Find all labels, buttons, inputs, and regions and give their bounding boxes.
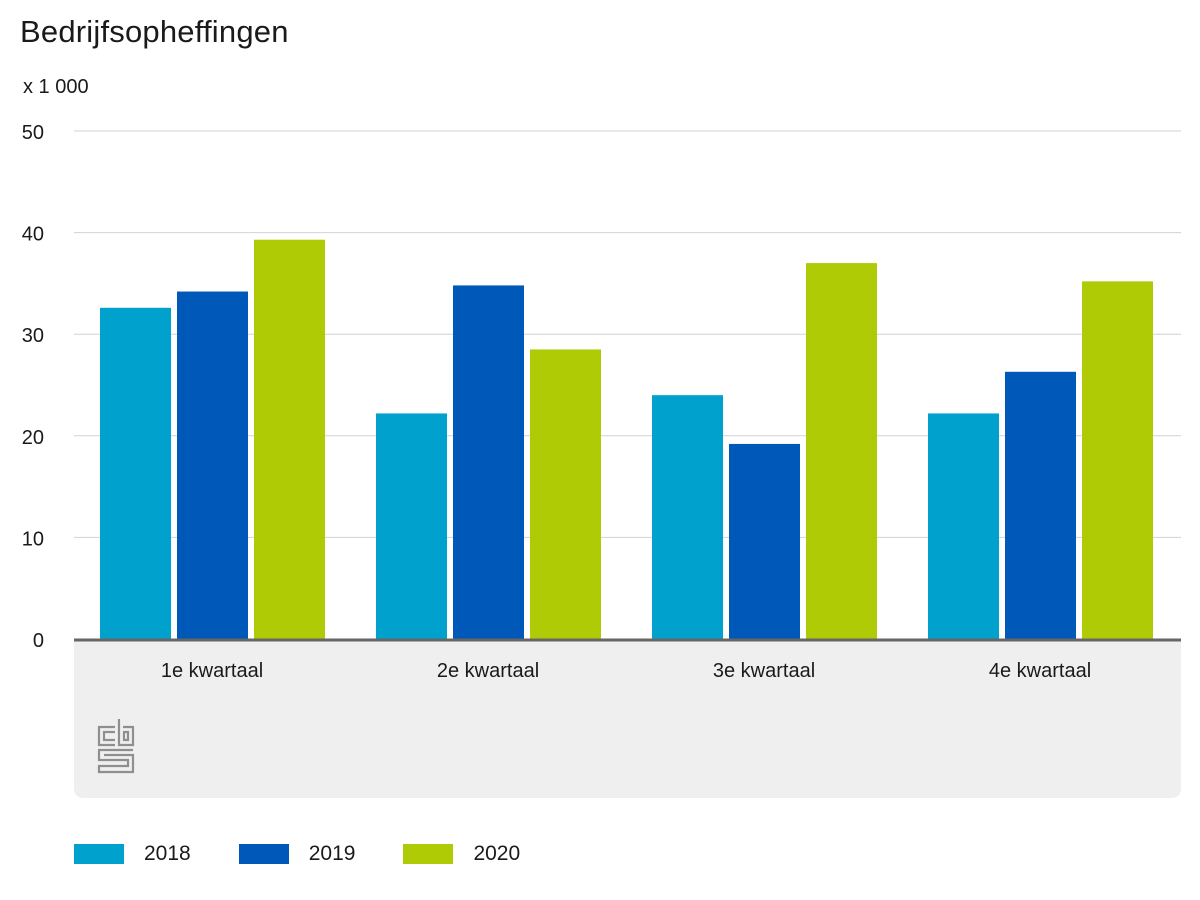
legend-swatch-2018 — [74, 844, 124, 864]
legend-item-2018[interactable]: 2018 — [74, 842, 191, 866]
bar-2019-2[interactable] — [453, 285, 524, 639]
bar-2018-1[interactable] — [100, 307, 171, 639]
chart-footer-background — [74, 641, 1181, 798]
legend-label-2020: 2020 — [473, 842, 521, 865]
bar-2019-1[interactable] — [177, 291, 248, 639]
legend: 2018 2019 2020 — [74, 842, 568, 866]
bar-2018-2[interactable] — [376, 413, 447, 639]
legend-swatch-2019 — [238, 844, 289, 864]
x-tick-label-3: 3e kwartaal — [713, 660, 815, 682]
y-tick-label-50: 50 — [22, 122, 44, 144]
x-tick-label-4: 4e kwartaal — [989, 660, 1091, 682]
bar-2020-1[interactable] — [254, 239, 325, 639]
bar-chart: 0 10 20 30 40 50 1e kwartaal 2e kwartaal 3e kwar… — [22, 122, 1181, 798]
bar-2020-2[interactable] — [530, 349, 601, 639]
x-tick-label-1: 1e kwartaal — [161, 660, 263, 682]
y-tick-label-20: 20 — [22, 427, 44, 449]
bar-2020-4[interactable] — [1082, 281, 1153, 639]
x-tick-label-2: 2e kwartaal — [437, 660, 539, 682]
legend-label-2019: 2019 — [308, 842, 356, 865]
bar-2019-4[interactable] — [1005, 371, 1076, 639]
y-tick-label-10: 10 — [22, 528, 44, 550]
y-tick-label-30: 30 — [22, 325, 44, 347]
bar-2020-3[interactable] — [806, 263, 877, 639]
y-tick-label-0: 0 — [33, 630, 44, 652]
legend-swatch-2020 — [403, 844, 454, 864]
bar-2018-3[interactable] — [652, 395, 723, 639]
chart-title: Bedrijfsopheffingen — [20, 14, 289, 49]
legend-item-2019[interactable]: 2019 — [238, 842, 356, 866]
y-axis-unit-label: x 1 000 — [23, 76, 89, 98]
y-tick-label-40: 40 — [22, 224, 44, 246]
legend-label-2018: 2018 — [144, 842, 191, 865]
bar-2019-3[interactable] — [729, 443, 800, 639]
legend-item-2020[interactable]: 2020 — [403, 842, 520, 866]
bar-2018-4[interactable] — [928, 413, 999, 639]
cbs-logo-icon — [97, 719, 135, 774]
